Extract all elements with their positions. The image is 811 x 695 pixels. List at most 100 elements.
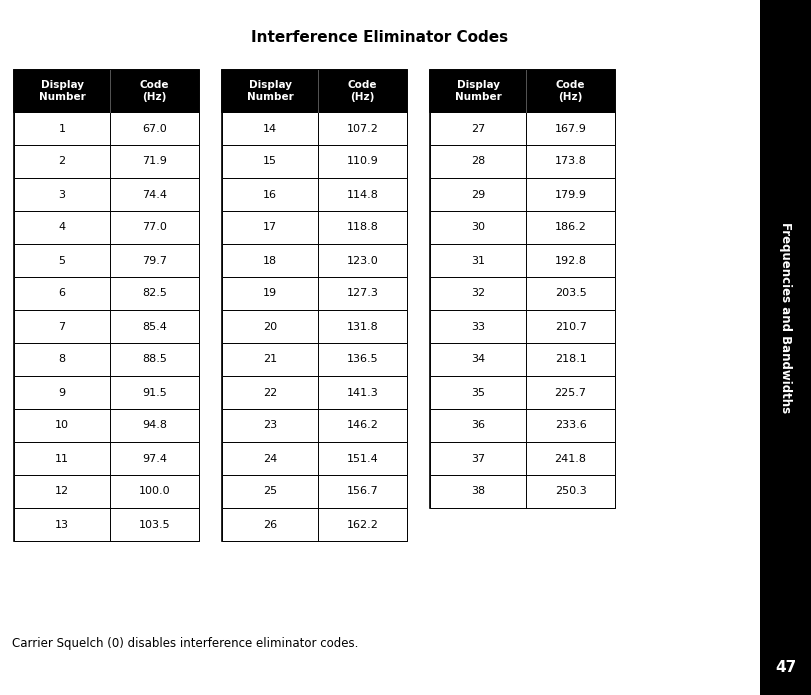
Text: 3: 3 [58,190,66,199]
Text: Display
Number: Display Number [454,81,501,101]
Text: 110.9: 110.9 [346,156,378,167]
Bar [14,343,199,376]
Text: 233.6: 233.6 [554,420,586,430]
Text: 203.5: 203.5 [554,288,586,298]
Text: 146.2: 146.2 [346,420,378,430]
Text: 71.9: 71.9 [142,156,167,167]
Text: 151.4: 151.4 [346,454,378,464]
Text: 85.4: 85.4 [142,322,167,332]
Bar [430,475,614,508]
Text: Display
Number: Display Number [39,81,85,101]
Text: 35: 35 [470,388,484,398]
Bar [221,145,406,178]
Text: 7: 7 [58,322,66,332]
Text: 136.5: 136.5 [346,354,378,364]
Text: 13: 13 [55,519,69,530]
Text: 4: 4 [58,222,66,233]
Text: 12: 12 [55,486,69,496]
Text: 15: 15 [263,156,277,167]
Text: 82.5: 82.5 [142,288,167,298]
Text: 30: 30 [470,222,484,233]
Bar [430,442,614,475]
Text: 118.8: 118.8 [346,222,378,233]
Bar [14,376,199,409]
Bar [14,310,199,343]
Text: 36: 36 [470,420,484,430]
Bar [221,442,406,475]
Text: 5: 5 [58,256,66,265]
Text: 179.9: 179.9 [554,190,586,199]
Text: 225.7: 225.7 [554,388,586,398]
Text: 241.8: 241.8 [554,454,586,464]
Text: 107.2: 107.2 [346,124,378,133]
Text: 24: 24 [263,454,277,464]
Text: Code
(Hz): Code (Hz) [347,81,377,101]
Bar [430,112,614,145]
Bar [221,409,406,442]
Text: 173.8: 173.8 [554,156,586,167]
Text: 167.9: 167.9 [554,124,586,133]
Text: 34: 34 [470,354,484,364]
Text: 38: 38 [470,486,484,496]
Bar [14,178,199,211]
Bar [430,409,614,442]
Text: 141.3: 141.3 [346,388,378,398]
Text: 31: 31 [470,256,484,265]
Text: 23: 23 [263,420,277,430]
Text: 26: 26 [263,519,277,530]
Bar [430,244,614,277]
Bar [14,70,199,541]
Text: Code
(Hz): Code (Hz) [556,81,585,101]
Bar [430,310,614,343]
Text: Carrier Squelch (0) disables interference eliminator codes.: Carrier Squelch (0) disables interferenc… [12,637,358,650]
Bar [221,376,406,409]
Text: 250.3: 250.3 [554,486,586,496]
Bar [221,310,406,343]
Text: 20: 20 [263,322,277,332]
Text: 77.0: 77.0 [142,222,167,233]
Text: 19: 19 [263,288,277,298]
Text: 103.5: 103.5 [139,519,170,530]
Bar [221,112,406,145]
Bar [14,112,199,145]
Text: 47: 47 [775,660,796,675]
Text: 67.0: 67.0 [142,124,167,133]
Text: Display
Number: Display Number [247,81,293,101]
Text: 8: 8 [58,354,66,364]
Bar [14,277,199,310]
Text: 156.7: 156.7 [346,486,378,496]
Bar [14,70,199,112]
Bar [221,343,406,376]
Bar [221,508,406,541]
Bar [14,145,199,178]
Bar [221,70,406,541]
Bar [221,475,406,508]
Text: Code
(Hz): Code (Hz) [139,81,169,101]
Text: 74.4: 74.4 [142,190,167,199]
Bar [14,244,199,277]
Bar [221,211,406,244]
Text: 192.8: 192.8 [554,256,586,265]
Bar [14,211,199,244]
Text: Frequencies and Bandwidths: Frequencies and Bandwidths [779,222,792,413]
Bar [430,178,614,211]
Bar [430,343,614,376]
Bar [14,508,199,541]
Text: 33: 33 [470,322,484,332]
Bar [430,70,614,112]
Bar [759,0,811,695]
Bar [221,277,406,310]
Text: 127.3: 127.3 [346,288,378,298]
Text: 10: 10 [55,420,69,430]
Bar [14,409,199,442]
Text: 97.4: 97.4 [142,454,167,464]
Text: 27: 27 [470,124,485,133]
Bar [430,277,614,310]
Text: 186.2: 186.2 [554,222,586,233]
Text: 6: 6 [58,288,66,298]
Text: 123.0: 123.0 [346,256,378,265]
Bar [221,178,406,211]
Text: 18: 18 [263,256,277,265]
Text: 88.5: 88.5 [142,354,167,364]
Text: 94.8: 94.8 [142,420,167,430]
